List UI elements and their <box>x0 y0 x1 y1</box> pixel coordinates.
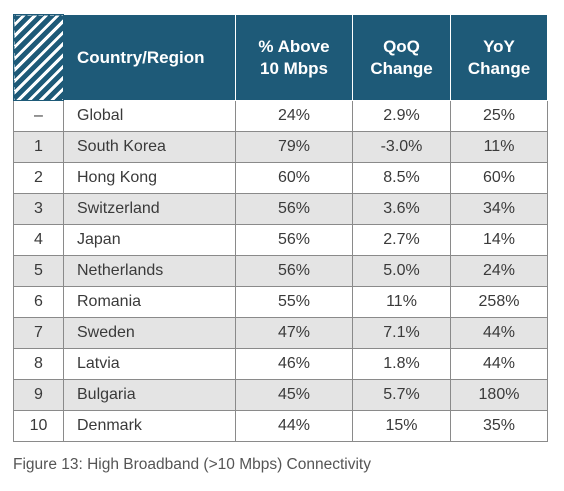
rank-cell: 9 <box>13 379 64 411</box>
country-cell: Japan <box>63 224 236 256</box>
figure-caption: Figure 13: High Broadband (>10 Mbps) Con… <box>13 456 371 473</box>
table-row: 10 Denmark 44% 15% 35% <box>13 410 548 442</box>
header-yoy-line1: YoY <box>483 36 515 56</box>
rank-cell: 6 <box>13 286 64 318</box>
yoy-cell: 180% <box>450 379 548 411</box>
header-yoy: YoY Change <box>450 14 548 101</box>
country-cell: Switzerland <box>63 193 236 225</box>
above-cell: 79% <box>235 131 353 163</box>
header-row: Country/Region % Above 10 Mbps QoQ Chang… <box>13 14 548 101</box>
hatch-corner <box>13 14 64 101</box>
table-row: 5 Netherlands 56% 5.0% 24% <box>13 255 548 287</box>
country-cell: Bulgaria <box>63 379 236 411</box>
yoy-cell: 258% <box>450 286 548 318</box>
table-row: 2 Hong Kong 60% 8.5% 60% <box>13 162 548 194</box>
above-cell: 56% <box>235 193 353 225</box>
table-row: 3 Switzerland 56% 3.6% 34% <box>13 193 548 225</box>
table-row: 6 Romania 55% 11% 258% <box>13 286 548 318</box>
country-cell: Latvia <box>63 348 236 380</box>
qoq-cell: 7.1% <box>352 317 451 349</box>
yoy-cell: 25% <box>450 100 548 132</box>
qoq-cell: 5.7% <box>352 379 451 411</box>
yoy-cell: 14% <box>450 224 548 256</box>
country-cell: Romania <box>63 286 236 318</box>
rank-cell: 4 <box>13 224 64 256</box>
qoq-cell: 2.7% <box>352 224 451 256</box>
rank-cell: 10 <box>13 410 64 442</box>
qoq-cell: -3.0% <box>352 131 451 163</box>
yoy-cell: 24% <box>450 255 548 287</box>
header-qoq-line1: QoQ <box>383 36 420 56</box>
above-cell: 44% <box>235 410 353 442</box>
qoq-cell: 11% <box>352 286 451 318</box>
above-cell: 24% <box>235 100 353 132</box>
header-yoy-line2: Change <box>467 58 531 78</box>
rank-cell: 7 <box>13 317 64 349</box>
qoq-cell: 3.6% <box>352 193 451 225</box>
yoy-cell: 35% <box>450 410 548 442</box>
qoq-cell: 1.8% <box>352 348 451 380</box>
table-row: 8 Latvia 46% 1.8% 44% <box>13 348 548 380</box>
above-cell: 56% <box>235 224 353 256</box>
qoq-cell: 8.5% <box>352 162 451 194</box>
qoq-cell: 5.0% <box>352 255 451 287</box>
table-row: 4 Japan 56% 2.7% 14% <box>13 224 548 256</box>
table-row: – Global 24% 2.9% 25% <box>13 100 548 132</box>
rank-cell: 1 <box>13 131 64 163</box>
rank-cell: – <box>13 100 64 132</box>
yoy-cell: 11% <box>450 131 548 163</box>
above-cell: 47% <box>235 317 353 349</box>
above-cell: 45% <box>235 379 353 411</box>
table-row: 7 Sweden 47% 7.1% 44% <box>13 317 548 349</box>
yoy-cell: 60% <box>450 162 548 194</box>
rank-cell: 2 <box>13 162 64 194</box>
yoy-cell: 34% <box>450 193 548 225</box>
above-cell: 46% <box>235 348 353 380</box>
header-above-10mbps: % Above 10 Mbps <box>235 14 353 101</box>
rank-cell: 8 <box>13 348 64 380</box>
table-row: 1 South Korea 79% -3.0% 11% <box>13 131 548 163</box>
country-cell: South Korea <box>63 131 236 163</box>
yoy-cell: 44% <box>450 348 548 380</box>
header-country: Country/Region <box>63 14 236 101</box>
country-cell: Sweden <box>63 317 236 349</box>
header-qoq-line2: Change <box>370 58 433 78</box>
country-cell: Global <box>63 100 236 132</box>
above-cell: 55% <box>235 286 353 318</box>
qoq-cell: 15% <box>352 410 451 442</box>
country-cell: Hong Kong <box>63 162 236 194</box>
connectivity-table: Country/Region % Above 10 Mbps QoQ Chang… <box>13 14 548 442</box>
above-cell: 56% <box>235 255 353 287</box>
country-cell: Netherlands <box>63 255 236 287</box>
table-row: 9 Bulgaria 45% 5.7% 180% <box>13 379 548 411</box>
qoq-cell: 2.9% <box>352 100 451 132</box>
above-cell: 60% <box>235 162 353 194</box>
header-above-line2: 10 Mbps <box>259 58 329 78</box>
rank-cell: 5 <box>13 255 64 287</box>
rank-cell: 3 <box>13 193 64 225</box>
country-cell: Denmark <box>63 410 236 442</box>
yoy-cell: 44% <box>450 317 548 349</box>
header-above-line1: % Above <box>258 36 330 56</box>
header-qoq: QoQ Change <box>352 14 451 101</box>
